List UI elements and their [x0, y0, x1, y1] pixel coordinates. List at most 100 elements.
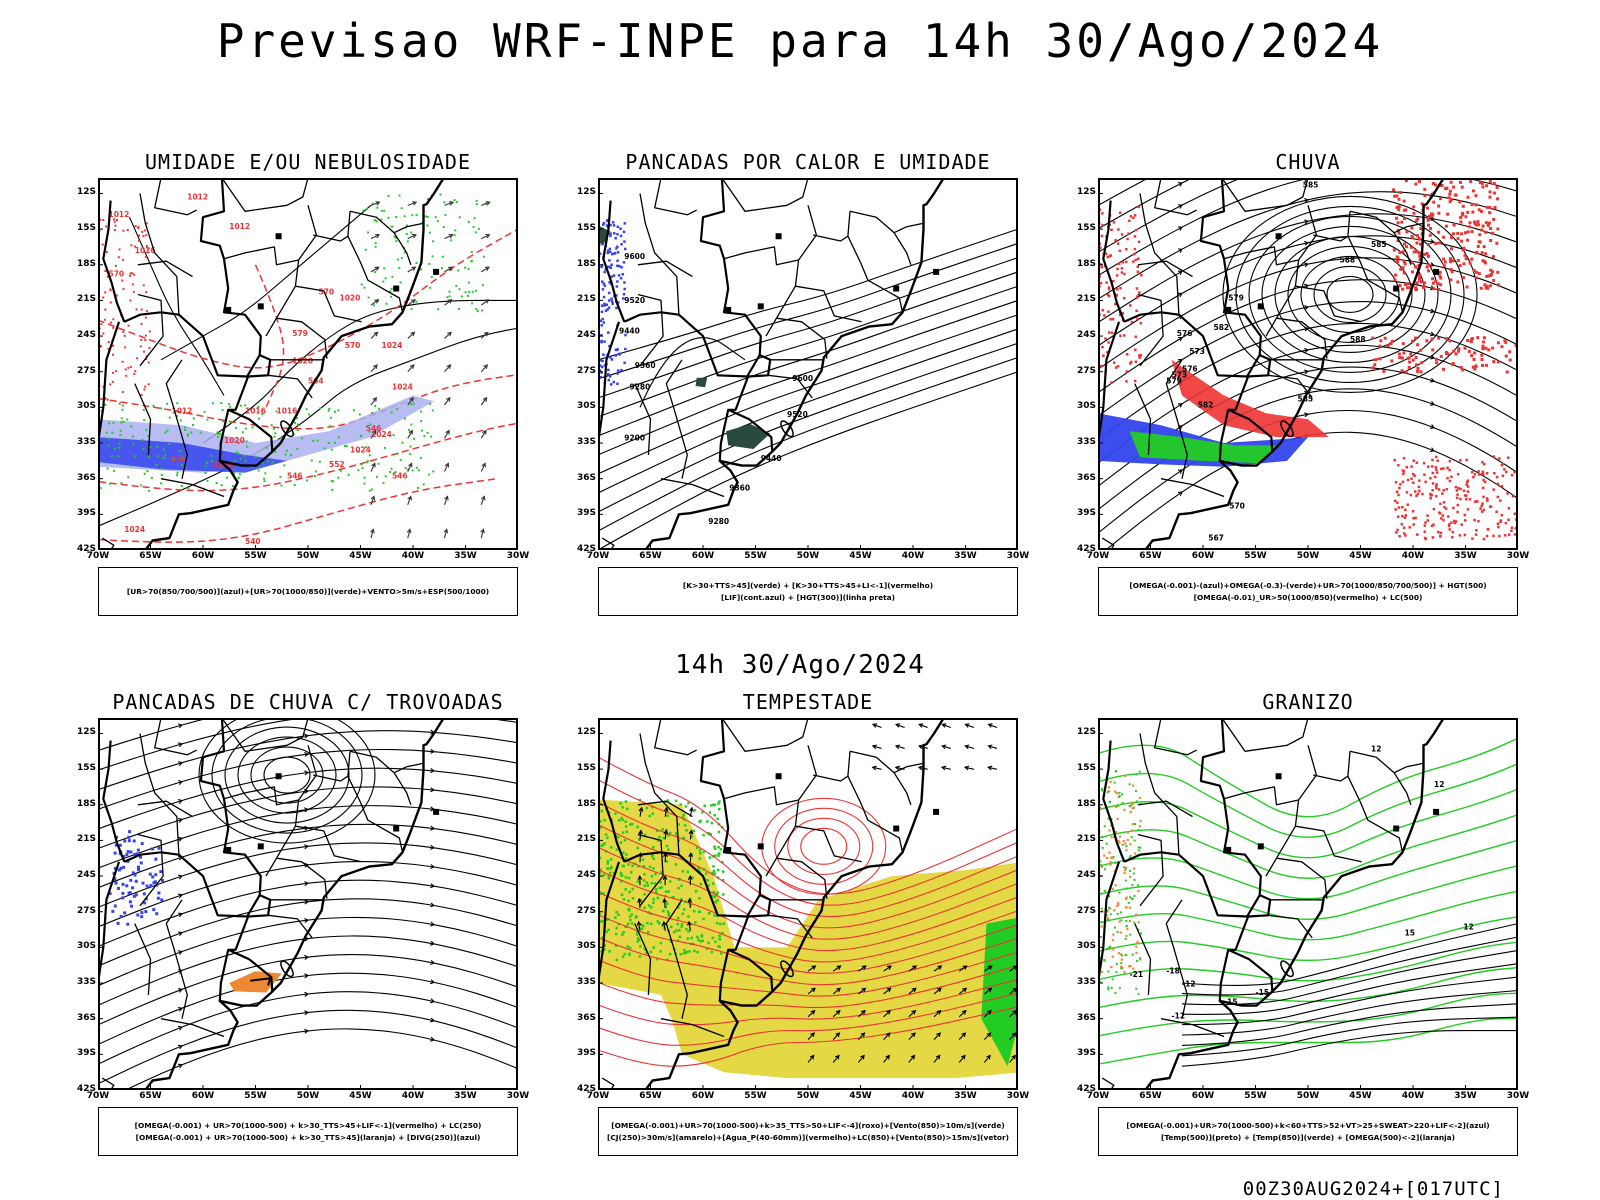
- shade-dot: [1100, 265, 1103, 269]
- shade-dot: [148, 489, 151, 492]
- wind-vector: [933, 1010, 941, 1018]
- shade-dot: [607, 378, 611, 382]
- shade-dot: [1121, 843, 1124, 846]
- shade-dot: [118, 446, 121, 449]
- shade-dot: [1479, 286, 1483, 290]
- contour-label: 588: [1350, 335, 1366, 344]
- shade-dot: [1426, 514, 1429, 517]
- shade-dot: [710, 950, 714, 954]
- shade-dot: [1114, 884, 1117, 887]
- contour-label: 546: [392, 472, 408, 481]
- shade-dot: [598, 364, 602, 367]
- contour-label: 9360: [729, 484, 750, 493]
- contour-label: 9280: [708, 517, 729, 526]
- wind-vector-head: [961, 1009, 967, 1015]
- lat-label: 42S: [76, 1084, 96, 1094]
- contour-label: 1024: [350, 446, 371, 455]
- shade-dot: [688, 950, 691, 953]
- stream-arrow: [1304, 197, 1310, 203]
- shade-dot: [624, 857, 628, 860]
- shade-dot: [419, 410, 422, 413]
- wind-vector-head: [940, 765, 947, 771]
- shade-dot: [599, 920, 603, 923]
- shade-dot: [1099, 806, 1102, 810]
- shade-dot: [1481, 344, 1485, 348]
- shade-dot: [147, 455, 150, 458]
- shade-dot: [316, 439, 319, 442]
- shade-dot: [1135, 309, 1138, 313]
- stream-arrow: [430, 1036, 436, 1042]
- shade-dot: [366, 460, 369, 463]
- shade-dot: [1448, 459, 1452, 463]
- shade-dot: [160, 407, 163, 410]
- shade-dot: [116, 886, 120, 890]
- shade-dot: [712, 895, 715, 898]
- shade-dot: [1448, 468, 1451, 472]
- lake: [1433, 808, 1440, 815]
- shade-dot: [1484, 221, 1488, 225]
- shade-dot: [112, 318, 115, 321]
- wind-vector: [443, 529, 448, 539]
- shade-dot: [1131, 898, 1134, 901]
- contour-label: 9200: [624, 434, 645, 443]
- shade-dot: [696, 935, 699, 939]
- shade-dot: [1433, 475, 1437, 479]
- stream-arrow: [1177, 336, 1183, 342]
- shade-dot: [1116, 930, 1119, 933]
- lat-label: 15S: [576, 763, 596, 774]
- shade-dot: [392, 434, 395, 437]
- shade-dot: [399, 458, 402, 461]
- lake: [757, 303, 764, 310]
- state-border: [721, 718, 809, 752]
- shade-dot: [363, 476, 366, 479]
- shade-dot: [598, 856, 602, 860]
- shade-dot: [606, 265, 609, 269]
- shade-dot: [1133, 878, 1136, 881]
- state-border: [637, 800, 693, 818]
- contour-label: 582: [1214, 323, 1230, 332]
- shade-dot: [1434, 494, 1438, 498]
- shade-dot: [133, 372, 136, 375]
- coastline: [1143, 718, 1446, 1090]
- country-border: [718, 894, 772, 1001]
- shade-dot: [600, 324, 604, 327]
- shade-dot: [395, 215, 398, 218]
- wind-vector-head: [871, 744, 877, 750]
- shade-dot: [1439, 502, 1442, 506]
- shade-dot: [1118, 920, 1121, 923]
- shade-dot: [1406, 503, 1409, 506]
- shade-dot: [1116, 364, 1120, 368]
- shade-dot: [654, 890, 658, 894]
- wind-vector: [370, 266, 379, 273]
- coastline: [643, 718, 946, 1090]
- shade-dot: [1460, 239, 1464, 243]
- shade-dot: [1486, 274, 1490, 278]
- shade-dot: [1482, 537, 1486, 541]
- shade-dot: [1417, 179, 1421, 183]
- shade-dot: [114, 224, 117, 227]
- shade-dot: [1136, 960, 1139, 963]
- shade-dot: [630, 822, 634, 826]
- shade-dot: [1121, 966, 1124, 970]
- shade-dot: [701, 811, 704, 814]
- lon-label: 45W: [1349, 1091, 1372, 1101]
- shade-dot: [1452, 506, 1455, 510]
- shade-dot: [609, 232, 612, 235]
- shade-dot: [1409, 245, 1413, 249]
- shade-dot: [365, 446, 368, 449]
- shade-dot: [145, 884, 149, 888]
- shade-dot: [1397, 197, 1401, 201]
- shade-dot: [99, 346, 102, 349]
- lon-label: 30W: [1506, 551, 1530, 561]
- shade-dot: [345, 445, 348, 448]
- shade-dot: [396, 408, 399, 411]
- lc250-high: [198, 718, 376, 844]
- shade-dot: [1462, 246, 1466, 250]
- footer-timestamp: 00Z30AUG2024+[017UTC]: [1242, 1178, 1504, 1200]
- shade-dot: [1475, 250, 1479, 254]
- shade-dot: [400, 207, 403, 210]
- shade-dot: [1416, 492, 1420, 496]
- shade-dot: [1429, 476, 1432, 480]
- shade-dot: [155, 912, 159, 916]
- shade-dot: [102, 332, 105, 335]
